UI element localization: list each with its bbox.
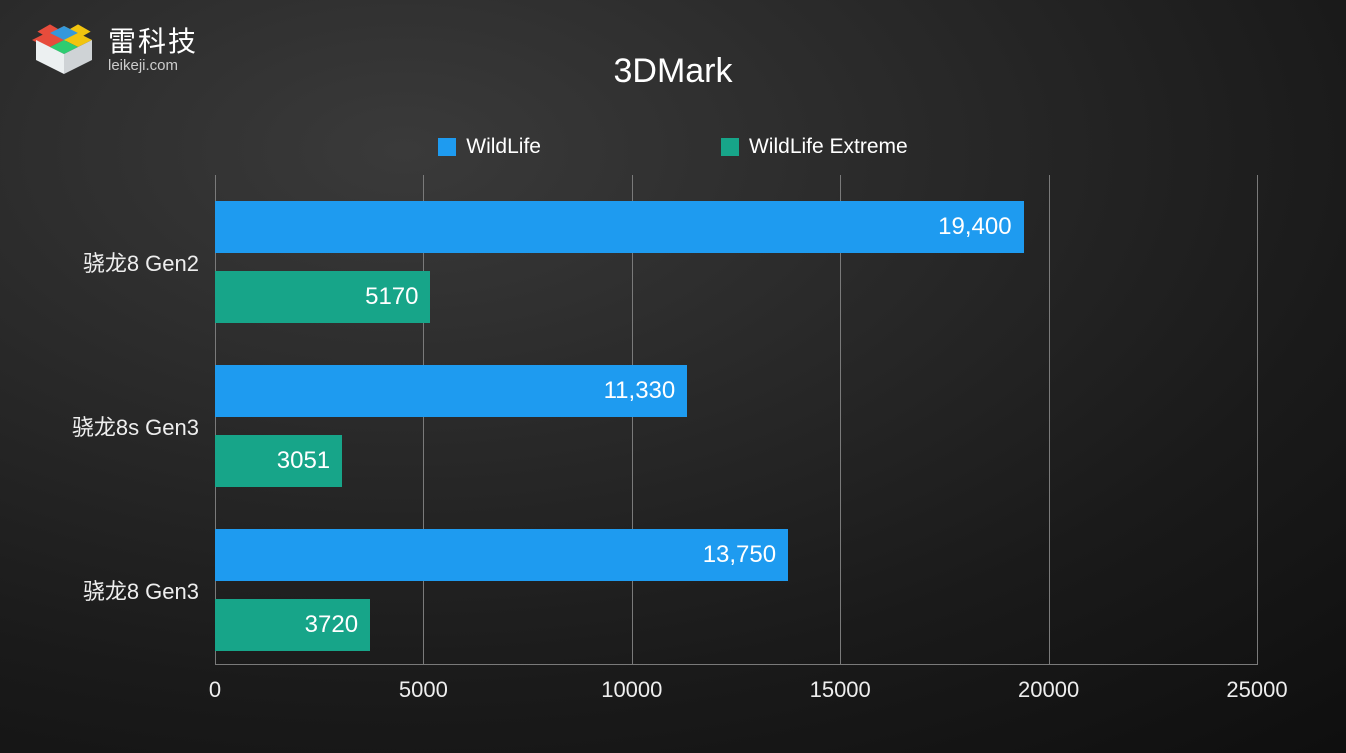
bar-wildlife-extreme: 5170 xyxy=(215,271,430,323)
gridline xyxy=(1257,175,1258,665)
x-tick-label: 5000 xyxy=(399,677,448,703)
bar-wildlife: 13,750 xyxy=(215,529,788,581)
x-tick-label: 25000 xyxy=(1226,677,1287,703)
chart-legend: WildLife WildLife Extreme xyxy=(0,135,1346,159)
x-tick-label: 20000 xyxy=(1018,677,1079,703)
y-category-label: 骁龙8s Gen3 xyxy=(72,410,199,442)
bar-wildlife: 11,330 xyxy=(215,365,687,417)
legend-label-2: WildLife Extreme xyxy=(749,135,908,159)
legend-label-1: WildLife xyxy=(466,135,541,159)
legend-swatch-2 xyxy=(721,138,739,156)
bar-value-label: 3051 xyxy=(277,447,330,475)
bar-value-label: 19,400 xyxy=(938,213,1011,241)
legend-item-wildlife-extreme: WildLife Extreme xyxy=(721,135,908,159)
bar-wildlife-extreme: 3051 xyxy=(215,435,342,487)
x-axis-line xyxy=(215,664,1257,665)
gridline xyxy=(1049,175,1050,665)
bar-value-label: 13,750 xyxy=(703,541,776,569)
bar-value-label: 3720 xyxy=(305,611,358,639)
x-tick-label: 10000 xyxy=(601,677,662,703)
bar-wildlife-extreme: 3720 xyxy=(215,599,370,651)
x-tick-label: 15000 xyxy=(810,677,871,703)
bar-value-label: 11,330 xyxy=(604,377,676,405)
legend-swatch-1 xyxy=(438,138,456,156)
x-tick-label: 0 xyxy=(209,677,221,703)
bar-wildlife: 19,400 xyxy=(215,201,1024,253)
bar-value-label: 5170 xyxy=(365,283,418,311)
chart-plot-area: 0500010000150002000025000骁龙8 Gen219,4005… xyxy=(215,175,1257,665)
y-category-label: 骁龙8 Gen3 xyxy=(83,574,199,606)
y-category-label: 骁龙8 Gen2 xyxy=(83,246,199,278)
chart-title: 3DMark xyxy=(0,52,1346,91)
legend-item-wildlife: WildLife xyxy=(438,135,541,159)
